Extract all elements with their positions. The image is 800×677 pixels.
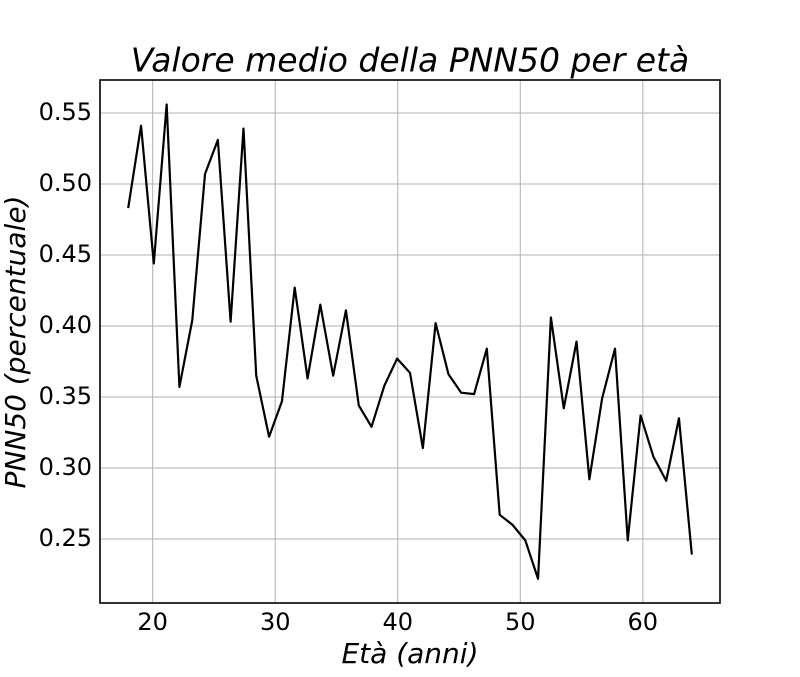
x-tick-label: 40	[382, 608, 413, 636]
y-tick-label: 0.55	[39, 98, 92, 126]
y-tick-label: 0.30	[39, 453, 92, 481]
x-tick-label: 60	[628, 608, 659, 636]
y-tick-label: 0.25	[39, 524, 92, 552]
chart-title: Valore medio della PNN50 per età	[131, 41, 689, 80]
y-tick-label: 0.35	[39, 382, 92, 410]
x-tick-label: 20	[137, 608, 168, 636]
y-tick-label: 0.50	[39, 169, 92, 197]
data-line	[127, 103, 693, 580]
y-tick-label: 0.45	[39, 240, 92, 268]
x-axis-label: Età (anni)	[341, 637, 478, 670]
y-tick-label: 0.40	[39, 311, 92, 339]
plot-frame	[99, 79, 721, 604]
y-axis-label: PNN50 (percentuale)	[0, 196, 32, 489]
x-tick-label: 50	[505, 608, 536, 636]
x-tick-label: 30	[260, 608, 291, 636]
